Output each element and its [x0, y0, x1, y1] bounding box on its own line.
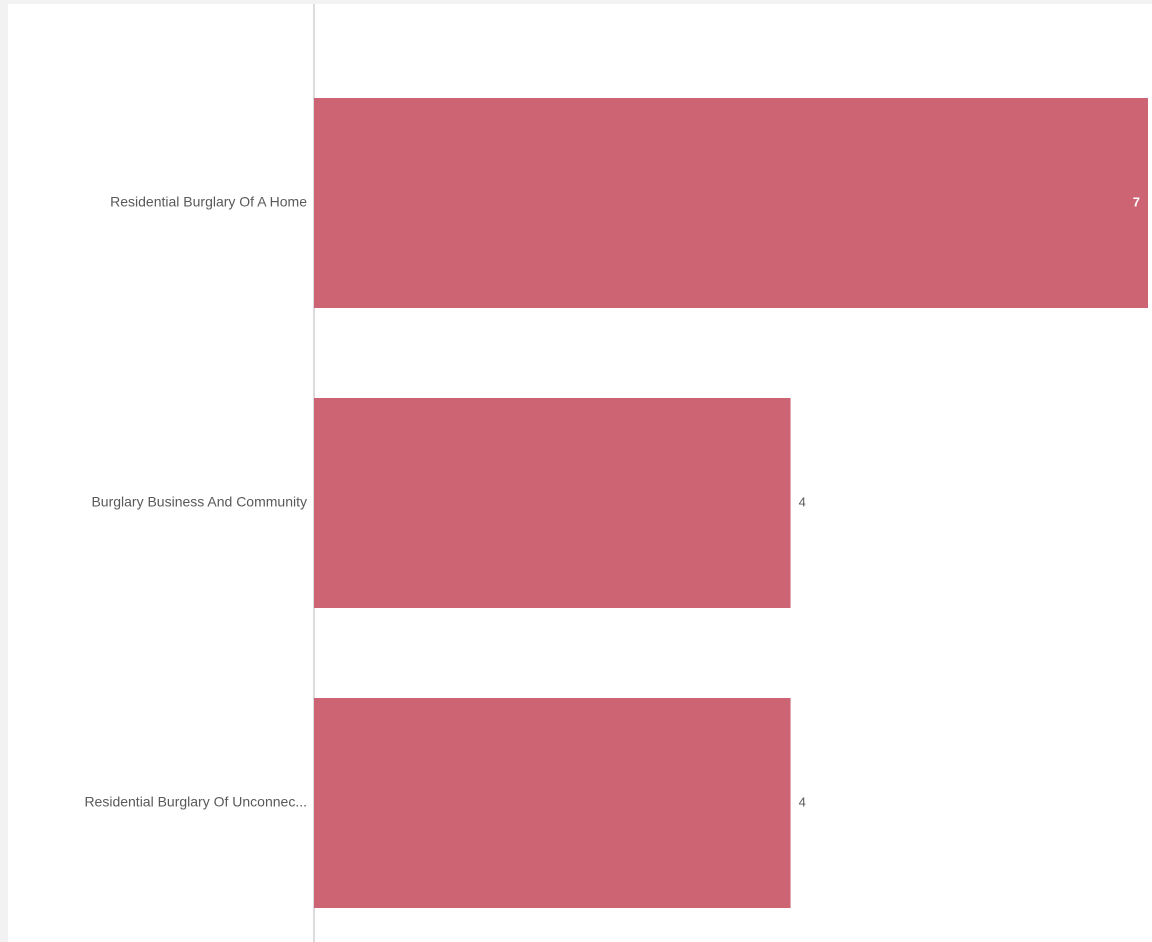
bar[interactable]	[314, 98, 1148, 308]
bar[interactable]	[314, 398, 791, 608]
category-label: Burglary Business And Community	[91, 494, 307, 510]
value-label: 4	[799, 794, 806, 809]
labels-layer: Residential Burglary Of A Home 7 Burglary …	[84, 194, 1140, 810]
value-label: 4	[799, 494, 806, 509]
category-label: Residential Burglary Of A Home	[110, 194, 307, 210]
bars-layer	[314, 98, 1148, 908]
value-label: 7	[1133, 194, 1140, 209]
bar[interactable]	[314, 698, 791, 908]
category-label: Residential Burglary Of Unconnec...	[84, 794, 307, 810]
